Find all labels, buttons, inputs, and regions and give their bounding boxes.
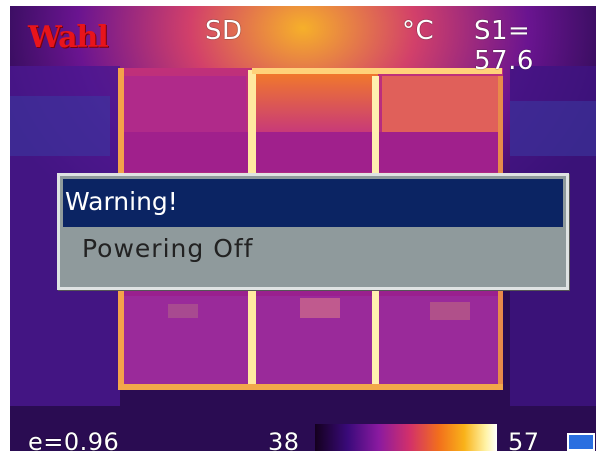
temperature-unit: °C — [402, 16, 435, 46]
scale-max-value: 57 — [508, 428, 540, 451]
color-palette-bar — [315, 424, 497, 451]
thermal-display: Wahl SD °C S1= 57.6 Warning! Powering Of… — [10, 6, 596, 451]
dialog-title: Warning! — [63, 179, 563, 227]
scale-min-value: 38 — [268, 428, 300, 451]
dialog-message: Powering Off — [82, 234, 254, 263]
emissivity-value: e=0.96 — [28, 428, 120, 451]
battery-icon — [567, 433, 595, 451]
warning-dialog: Warning! Powering Off — [57, 173, 569, 290]
brand-logo: Wahl — [28, 20, 109, 55]
storage-indicator: SD — [205, 16, 243, 46]
spot-reading: S1= 57.6 — [474, 16, 534, 76]
